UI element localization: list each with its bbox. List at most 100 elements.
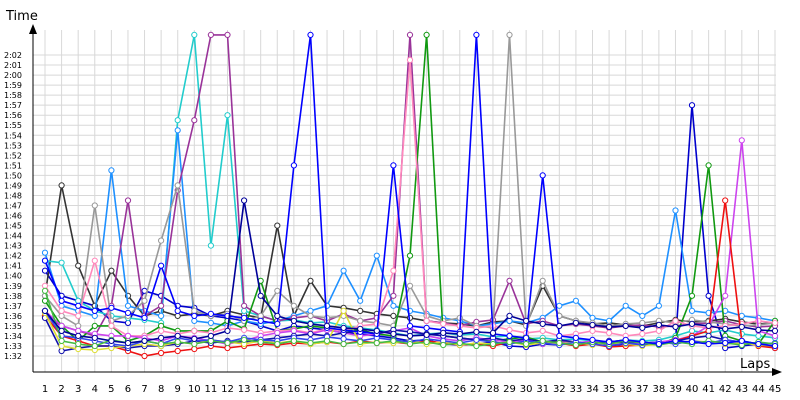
data-point [75,262,82,269]
data-point [589,327,596,334]
data-point [124,309,132,316]
data-point [589,336,596,343]
x-tick-label: 6 [125,384,131,395]
data-point [606,338,613,346]
data-point [357,307,364,314]
x-tick-label: 37 [636,384,649,395]
data-point [373,339,380,347]
y-tick-label: 1:52 [4,151,22,160]
data-point [207,242,214,249]
y-tick-label: 1:55 [4,121,22,130]
data-point [307,307,314,314]
data-point [290,327,297,334]
data-point [158,349,165,357]
data-point [556,322,563,329]
data-point [75,340,82,348]
y-tick-label: 1:35 [4,322,22,331]
data-point [274,312,281,319]
x-tick-label: 22 [387,384,400,395]
data-point [307,312,314,319]
data-point [440,329,447,336]
data-point [41,307,49,314]
data-point [158,327,165,334]
data-point [224,31,231,39]
data-point [390,162,397,169]
x-tick-label: 11 [205,384,218,395]
data-point [307,320,314,327]
data-point [705,332,712,339]
data-point [406,31,414,39]
data-point [357,338,364,346]
data-point [738,312,745,319]
data-point [290,302,297,309]
data-point [141,337,148,344]
data-point [390,337,397,344]
data-point [224,112,231,119]
data-point [340,267,347,274]
data-point [91,312,98,319]
data-point [58,297,65,304]
data-point [606,323,613,330]
y-tick-labels: 1:321:331:341:351:361:371:381:391:401:41… [4,51,22,361]
x-tick-label: 30 [520,384,533,395]
data-point [274,320,281,327]
data-point [771,342,779,350]
data-point [274,340,281,348]
y-tick-label: 2:00 [4,71,22,80]
data-point [91,334,98,341]
data-point [75,345,82,353]
data-point [722,325,729,332]
data-point [207,332,214,339]
data-point [241,307,248,314]
y-tick-label: 1:38 [4,292,22,301]
y-tick-label: 1:44 [4,232,22,241]
data-point [672,337,679,344]
data-point [174,338,181,346]
data-point [357,317,364,324]
data-point [423,338,430,346]
data-point [108,267,115,274]
data-point [41,257,49,264]
data-point [274,329,281,336]
x-tick-label: 7 [141,384,147,395]
data-point [91,342,98,350]
data-point [41,249,49,256]
x-tick-label: 43 [735,384,748,395]
data-point [722,197,729,204]
data-point [108,337,115,344]
data-point [688,320,696,327]
x-tick-label: 27 [470,384,483,395]
x-tick-label: 45 [769,384,782,395]
data-point [224,339,231,347]
data-point [207,31,214,39]
y-tick-label: 1:50 [4,171,22,180]
x-tick-label: 8 [158,384,164,395]
data-point [655,327,663,334]
x-tick-label: 31 [536,384,549,395]
data-point [58,327,65,334]
data-point [423,331,430,338]
x-tick-label: 1 [42,384,48,395]
data-point [58,347,65,355]
data-point [108,304,115,311]
data-point [688,102,696,109]
x-axis-arrow [772,368,782,376]
series-16 [41,197,779,347]
data-point [357,297,364,304]
y-tick-label: 1:54 [4,131,22,140]
data-point [124,302,132,309]
data-point [207,310,214,317]
data-point [755,340,762,348]
data-point [589,321,596,328]
data-point [639,312,646,319]
data-point [672,207,679,214]
data-point [771,332,779,339]
x-tick-label: 4 [92,384,98,395]
data-point [141,314,148,321]
data-point [639,330,646,337]
data-point [75,302,82,309]
data-point [539,327,546,334]
data-point [506,338,513,346]
data-point [91,202,98,209]
data-point [473,342,480,350]
